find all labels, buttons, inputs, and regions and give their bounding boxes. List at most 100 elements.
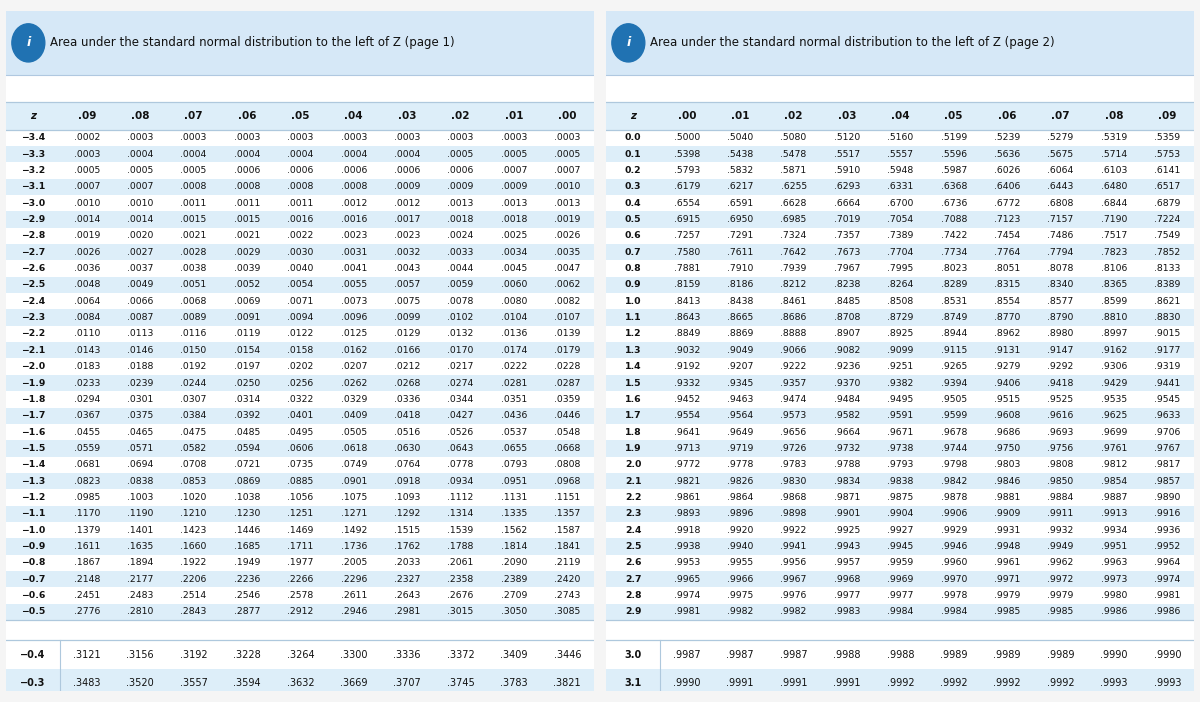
Text: .7794: .7794 xyxy=(1048,248,1074,257)
Text: 1.3: 1.3 xyxy=(625,346,641,355)
Text: .0054: .0054 xyxy=(287,280,313,289)
Text: 1.4: 1.4 xyxy=(625,362,641,371)
Text: .0643: .0643 xyxy=(448,444,474,453)
Text: .9441: .9441 xyxy=(1154,378,1181,388)
Text: .6808: .6808 xyxy=(1048,199,1074,208)
Text: .6293: .6293 xyxy=(834,183,860,192)
Text: .1379: .1379 xyxy=(73,526,100,535)
Text: −2.5: −2.5 xyxy=(20,280,46,289)
Text: .0005: .0005 xyxy=(554,150,581,159)
Text: .7967: .7967 xyxy=(834,264,860,273)
Text: .03: .03 xyxy=(838,111,857,121)
Text: .0080: .0080 xyxy=(500,297,527,306)
Text: .3264: .3264 xyxy=(287,649,314,660)
Text: −2.9: −2.9 xyxy=(20,215,46,224)
Text: .9972: .9972 xyxy=(1048,575,1074,583)
Text: .7580: .7580 xyxy=(673,248,700,257)
Text: .9545: .9545 xyxy=(1154,395,1181,404)
Text: .7939: .7939 xyxy=(780,264,806,273)
Text: .8980: .8980 xyxy=(1048,329,1074,338)
Text: .9713: .9713 xyxy=(673,444,700,453)
Text: .9984: .9984 xyxy=(941,607,967,616)
Text: .1539: .1539 xyxy=(448,526,474,535)
Text: .9887: .9887 xyxy=(1100,493,1127,502)
Text: 0.7: 0.7 xyxy=(625,248,641,257)
Bar xyxy=(606,571,1194,588)
Bar xyxy=(6,211,594,227)
Text: .8159: .8159 xyxy=(673,280,700,289)
Text: .0068: .0068 xyxy=(180,297,206,306)
Text: .8413: .8413 xyxy=(673,297,700,306)
Text: .0003: .0003 xyxy=(448,133,474,143)
Text: .03: .03 xyxy=(398,111,416,121)
Text: .9192: .9192 xyxy=(673,362,700,371)
Text: −3.4: −3.4 xyxy=(20,133,46,143)
Text: .0901: .0901 xyxy=(341,477,367,486)
Text: .9981: .9981 xyxy=(1154,591,1181,600)
Text: .2266: .2266 xyxy=(287,575,313,583)
Text: .9964: .9964 xyxy=(1154,558,1181,567)
Text: .9834: .9834 xyxy=(834,477,860,486)
Text: .9854: .9854 xyxy=(1100,477,1127,486)
Text: .0475: .0475 xyxy=(180,428,206,437)
Text: .7881: .7881 xyxy=(673,264,700,273)
Text: .9778: .9778 xyxy=(727,461,754,469)
Text: .9015: .9015 xyxy=(1154,329,1181,338)
Bar xyxy=(606,424,1194,440)
Text: .0014: .0014 xyxy=(73,215,100,224)
Text: .0314: .0314 xyxy=(234,395,260,404)
Text: .3707: .3707 xyxy=(394,678,421,688)
Text: .9911: .9911 xyxy=(1048,509,1074,518)
Text: .0526: .0526 xyxy=(448,428,474,437)
Text: .0049: .0049 xyxy=(127,280,154,289)
Bar xyxy=(606,473,1194,489)
Text: .2946: .2946 xyxy=(341,607,367,616)
Text: .9564: .9564 xyxy=(727,411,754,420)
Text: .0951: .0951 xyxy=(500,477,527,486)
Text: .2119: .2119 xyxy=(554,558,581,567)
Text: .0436: .0436 xyxy=(500,411,527,420)
Bar xyxy=(6,604,594,620)
Text: .9515: .9515 xyxy=(994,395,1020,404)
Text: .9641: .9641 xyxy=(673,428,700,437)
Text: .0934: .0934 xyxy=(448,477,474,486)
Text: .9968: .9968 xyxy=(834,575,860,583)
Text: .6950: .6950 xyxy=(727,215,754,224)
Text: .0043: .0043 xyxy=(394,264,420,273)
Text: .0004: .0004 xyxy=(127,150,154,159)
Text: .9429: .9429 xyxy=(1100,378,1127,388)
Text: .9783: .9783 xyxy=(780,461,806,469)
Text: 2.4: 2.4 xyxy=(625,526,641,535)
Text: .7517: .7517 xyxy=(1100,232,1127,240)
Text: 1.5: 1.5 xyxy=(625,378,641,388)
Text: .2327: .2327 xyxy=(394,575,420,583)
Text: .7852: .7852 xyxy=(1154,248,1181,257)
Text: .02: .02 xyxy=(451,111,469,121)
Bar xyxy=(606,227,1194,244)
Text: .0035: .0035 xyxy=(554,248,581,257)
Text: .0009: .0009 xyxy=(394,183,420,192)
Text: .9982: .9982 xyxy=(780,607,806,616)
Text: .9922: .9922 xyxy=(780,526,806,535)
Text: .9706: .9706 xyxy=(1154,428,1181,437)
Text: .0032: .0032 xyxy=(394,248,420,257)
Text: .0409: .0409 xyxy=(341,411,367,420)
Text: −0.4: −0.4 xyxy=(20,649,46,660)
Text: .9987: .9987 xyxy=(726,649,754,660)
Text: .0516: .0516 xyxy=(394,428,420,437)
Text: −2.2: −2.2 xyxy=(20,329,46,338)
Text: .2090: .2090 xyxy=(500,558,527,567)
Text: .0143: .0143 xyxy=(73,346,100,355)
Text: .0582: .0582 xyxy=(180,444,206,453)
Bar xyxy=(6,359,594,375)
Text: .8485: .8485 xyxy=(834,297,860,306)
Text: .0003: .0003 xyxy=(287,133,313,143)
Bar xyxy=(606,588,1194,604)
Text: .0495: .0495 xyxy=(287,428,313,437)
Text: .1170: .1170 xyxy=(73,509,100,518)
Text: 0.9: 0.9 xyxy=(625,280,641,289)
Text: .7019: .7019 xyxy=(834,215,860,224)
Bar xyxy=(606,489,1194,505)
Text: .6879: .6879 xyxy=(1154,199,1181,208)
Text: −1.3: −1.3 xyxy=(20,477,46,486)
